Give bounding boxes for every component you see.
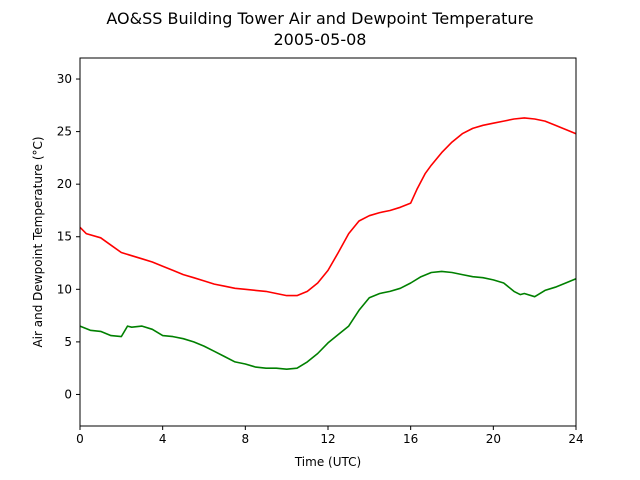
x-tick-label: 12 (320, 432, 335, 446)
x-tick-label: 0 (76, 432, 84, 446)
x-tick-label: 4 (159, 432, 167, 446)
y-tick-label: 5 (64, 335, 72, 349)
axis-ticks: 0 4 8 12 16 20 24 0 5 10 15 20 25 30 (57, 72, 584, 446)
y-axis-label: Air and Dewpoint Temperature (°C) (31, 136, 45, 347)
axes-frame (79, 57, 577, 427)
y-tick-label: 20 (57, 177, 72, 191)
y-tick-label: 30 (57, 72, 72, 86)
plot-area (79, 117, 577, 371)
y-tick-label: 0 (64, 387, 72, 401)
chart-subtitle: 2005-05-08 (274, 30, 367, 49)
dewpoint-temperature-line (79, 270, 577, 371)
x-axis-label: Time (UTC) (294, 455, 361, 469)
air-temperature-line (79, 117, 577, 297)
x-tick-label: 20 (486, 432, 501, 446)
x-tick-label: 24 (568, 432, 583, 446)
x-tick-label: 8 (242, 432, 250, 446)
y-tick-label: 10 (57, 282, 72, 296)
y-tick-label: 25 (57, 125, 72, 139)
x-tick-label: 16 (403, 432, 418, 446)
chart-title: AO&SS Building Tower Air and Dewpoint Te… (106, 9, 533, 28)
y-tick-label: 15 (57, 230, 72, 244)
